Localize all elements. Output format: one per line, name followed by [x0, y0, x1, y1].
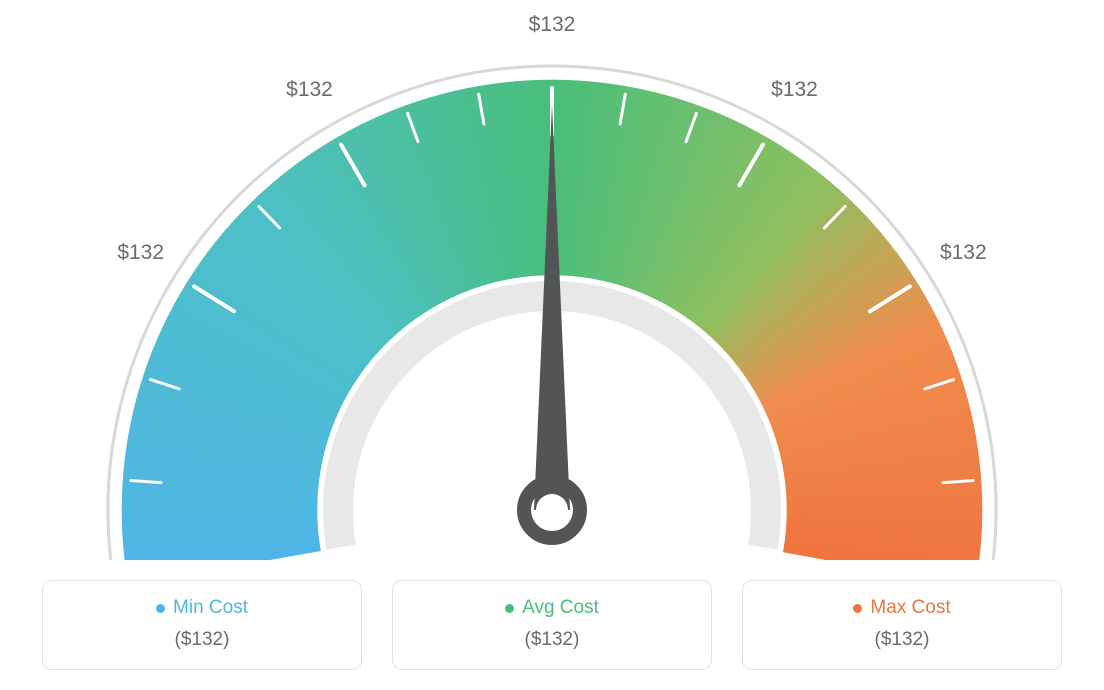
legend-row: Min Cost ($132) Avg Cost ($132) Max Cost…: [0, 580, 1104, 670]
legend-title: Avg Cost: [505, 597, 599, 619]
legend-dot-icon: [156, 604, 165, 613]
gauge-tick-label: $132: [529, 13, 576, 37]
legend-card: Min Cost ($132): [42, 580, 362, 670]
legend-value: ($132): [43, 629, 361, 651]
legend-value: ($132): [393, 629, 711, 651]
legend-title-text: Min Cost: [173, 597, 248, 619]
legend-title-text: Max Cost: [870, 597, 950, 619]
legend-card: Max Cost ($132): [742, 580, 1062, 670]
legend-card: Avg Cost ($132): [392, 580, 712, 670]
gauge-svg: [0, 0, 1104, 560]
gauge-needle-hub-inner: [536, 494, 568, 526]
legend-dot-icon: [505, 604, 514, 613]
gauge-chart: $132$132$132$132$132$132$132: [0, 0, 1104, 560]
legend-title-text: Avg Cost: [522, 597, 599, 619]
gauge-tick-label: $132: [771, 78, 818, 102]
legend-title: Min Cost: [156, 597, 248, 619]
legend-dot-icon: [853, 604, 862, 613]
gauge-tick-label: $132: [117, 241, 164, 265]
gauge-tick-label: $132: [286, 78, 333, 102]
legend-value: ($132): [743, 629, 1061, 651]
legend-title: Max Cost: [853, 597, 950, 619]
gauge-tick-label: $132: [940, 241, 987, 265]
gauge-tick: [943, 481, 973, 483]
gauge-tick: [131, 481, 161, 483]
